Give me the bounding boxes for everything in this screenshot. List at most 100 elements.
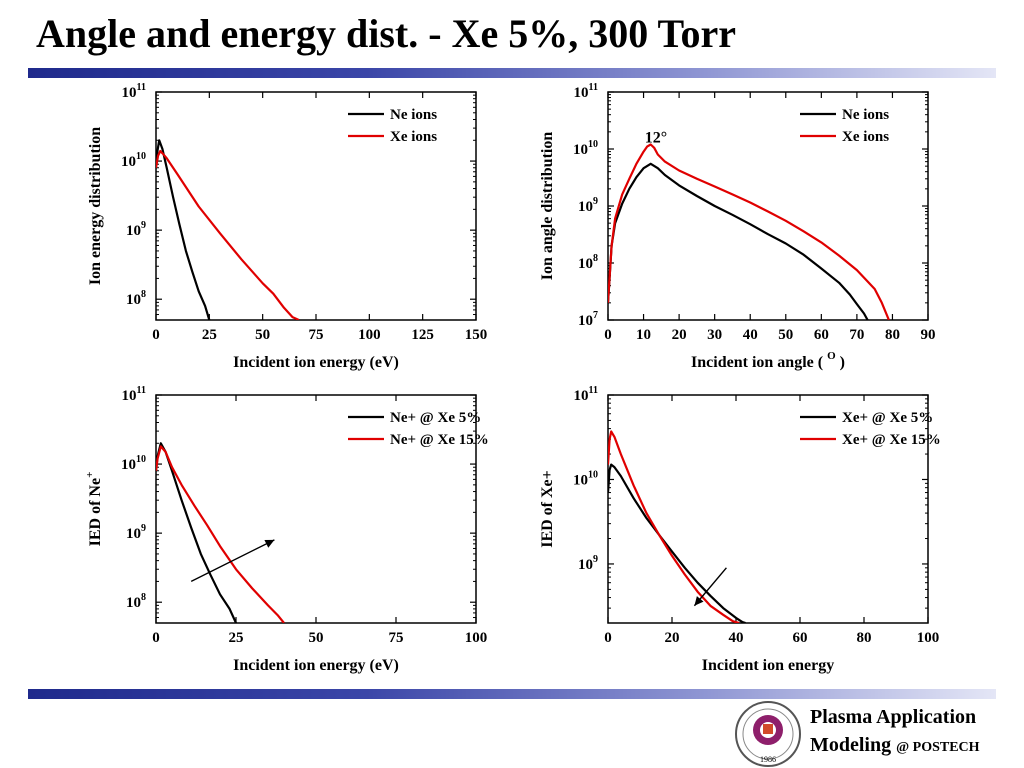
y-tick-label: 1011 bbox=[122, 82, 146, 101]
x-axis-label-text: Incident ion angle ( bbox=[691, 354, 827, 371]
x-axis-label-text: Incident ion energy (eV) bbox=[233, 354, 399, 371]
y-tick-base: 10 bbox=[574, 388, 589, 404]
legend-label: Xe ions bbox=[390, 129, 437, 145]
y-tick-exponent: 9 bbox=[593, 554, 598, 565]
page-title: Angle and energy dist. - Xe 5%, 300 Torr bbox=[36, 11, 736, 56]
series-line-1 bbox=[156, 149, 300, 320]
y-tick-base: 10 bbox=[122, 85, 137, 101]
x-tick-label: 50 bbox=[778, 327, 793, 343]
x-tick-label: 150 bbox=[465, 327, 488, 343]
legend-label: Xe ions bbox=[842, 129, 889, 145]
y-tick-base: 10 bbox=[126, 292, 141, 308]
x-tick-label: 50 bbox=[309, 630, 324, 646]
series-line-0 bbox=[608, 463, 746, 623]
x-tick-label: 20 bbox=[672, 327, 687, 343]
y-tick-exponent: 10 bbox=[136, 454, 146, 465]
x-axis-label-superscript: O bbox=[827, 350, 836, 362]
legend-label: Ne+ @ Xe 15% bbox=[390, 432, 489, 448]
postech-logo: 1986 bbox=[735, 701, 801, 767]
y-tick-exponent: 10 bbox=[588, 469, 598, 480]
y-tick-base: 10 bbox=[578, 313, 593, 329]
y-axis-label-text: Ion angle distribution bbox=[539, 132, 556, 281]
y-axis-label: IED of Xe+ bbox=[539, 470, 556, 548]
series-line-0 bbox=[608, 162, 869, 320]
y-tick-label: 108 bbox=[578, 253, 598, 272]
x-axis-label-end: ) bbox=[836, 354, 845, 371]
x-tick-label: 10 bbox=[636, 327, 651, 343]
footer-line-2: Modeling @ POSTECH bbox=[810, 734, 980, 757]
y-tick-exponent: 11 bbox=[589, 82, 598, 93]
y-axis-label-text: IED of Xe+ bbox=[539, 470, 556, 548]
y-tick-exponent: 7 bbox=[593, 310, 598, 321]
x-axis-label: Incident ion angle ( O ) bbox=[691, 350, 845, 371]
y-tick-label: 109 bbox=[126, 220, 146, 239]
y-tick-base: 10 bbox=[121, 154, 136, 170]
x-tick-label: 40 bbox=[729, 630, 744, 646]
y-tick-label: 1010 bbox=[121, 454, 146, 473]
y-tick-label: 1011 bbox=[122, 385, 146, 404]
x-tick-label: 30 bbox=[707, 327, 722, 343]
x-tick-label: 0 bbox=[604, 327, 612, 343]
y-tick-label: 109 bbox=[578, 554, 598, 573]
y-tick-exponent: 10 bbox=[588, 139, 598, 150]
y-tick-label: 1010 bbox=[573, 469, 598, 488]
x-tick-label: 90 bbox=[921, 327, 936, 343]
y-tick-base: 10 bbox=[126, 223, 141, 239]
y-tick-label: 1011 bbox=[574, 385, 598, 404]
x-tick-label: 80 bbox=[857, 630, 872, 646]
footer: 1986 Plasma Application Modeling @ POSTE… bbox=[730, 700, 1020, 768]
y-tick-base: 10 bbox=[574, 85, 589, 101]
header-divider-bar bbox=[28, 68, 996, 78]
x-axis-label-text: Incident ion energy (eV) bbox=[233, 657, 399, 674]
y-tick-label: 1010 bbox=[573, 139, 598, 158]
series-line-0 bbox=[156, 442, 238, 623]
series-line-1 bbox=[608, 143, 890, 320]
x-tick-label: 40 bbox=[743, 327, 758, 343]
x-tick-label: 0 bbox=[152, 630, 160, 646]
y-tick-label: 107 bbox=[578, 310, 598, 329]
x-tick-label: 100 bbox=[358, 327, 381, 343]
y-tick-base: 10 bbox=[578, 557, 593, 573]
logo-year: 1986 bbox=[760, 755, 776, 764]
x-tick-label: 80 bbox=[885, 327, 900, 343]
y-tick-label: 1010 bbox=[121, 151, 146, 170]
y-tick-label: 108 bbox=[126, 289, 146, 308]
x-axis-label: Incident ion energy bbox=[702, 657, 834, 674]
x-tick-label: 70 bbox=[849, 327, 864, 343]
x-tick-label: 60 bbox=[793, 630, 808, 646]
y-axis-label: IED of Ne+ bbox=[84, 472, 104, 547]
footer-line-2-text: Modeling bbox=[810, 734, 892, 756]
y-tick-base: 10 bbox=[578, 199, 593, 215]
peak-annotation: 12° bbox=[645, 130, 667, 147]
y-tick-base: 10 bbox=[126, 595, 141, 611]
trend-arrowhead bbox=[264, 539, 275, 548]
x-axis-label: Incident ion energy (eV) bbox=[233, 657, 399, 674]
x-tick-label: 60 bbox=[814, 327, 829, 343]
y-axis-label-text: Ion energy distribution bbox=[87, 127, 104, 285]
y-tick-exponent: 10 bbox=[136, 151, 146, 162]
y-tick-exponent: 8 bbox=[141, 289, 146, 300]
y-tick-exponent: 9 bbox=[141, 523, 146, 534]
y-tick-base: 10 bbox=[121, 457, 136, 473]
y-tick-label: 1011 bbox=[574, 82, 598, 101]
plot-frame bbox=[155, 394, 477, 624]
y-tick-base: 10 bbox=[126, 526, 141, 542]
legend-label: Xe+ @ Xe 15% bbox=[842, 432, 941, 448]
footer-divider-bar bbox=[28, 689, 996, 699]
x-tick-label: 125 bbox=[411, 327, 434, 343]
x-tick-label: 50 bbox=[255, 327, 270, 343]
y-tick-base: 10 bbox=[573, 472, 588, 488]
legend-label: Ne+ @ Xe 5% bbox=[390, 410, 481, 426]
series-line-1 bbox=[156, 445, 285, 623]
legend-label: Ne ions bbox=[390, 107, 437, 123]
y-tick-exponent: 11 bbox=[589, 385, 598, 396]
legend-label: Xe+ @ Xe 5% bbox=[842, 410, 933, 426]
y-axis-label: Ion angle distribution bbox=[539, 132, 556, 281]
plot-frame bbox=[155, 91, 477, 321]
x-tick-label: 25 bbox=[202, 327, 217, 343]
trend-arrow bbox=[190, 539, 275, 583]
y-axis-label: Ion energy distribution bbox=[87, 127, 104, 285]
series-line-0 bbox=[156, 139, 211, 320]
